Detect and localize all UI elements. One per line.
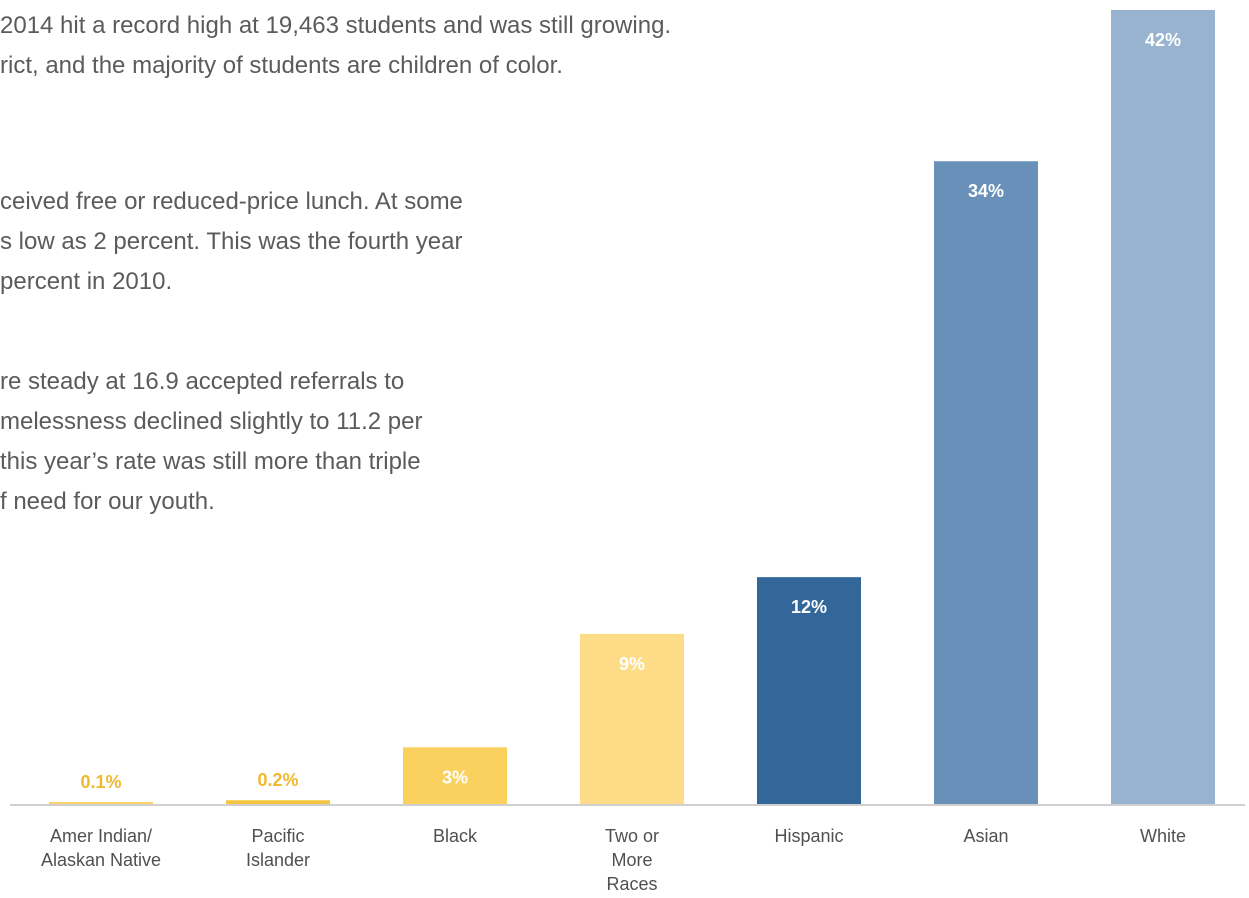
category-label: Hispanic: [774, 826, 843, 846]
bar: [934, 161, 1038, 804]
bar-value-label: 0.2%: [257, 770, 298, 790]
bar-value-label: 0.1%: [80, 772, 121, 792]
paragraph-line: re steady at 16.9 accepted referrals to: [0, 368, 405, 395]
category-label: Black: [433, 826, 478, 846]
paragraph-line: f need for our youth.: [0, 488, 215, 515]
paragraph-lunch: ceived free or reduced-price lunch. At s…: [0, 182, 463, 302]
bar: [580, 633, 684, 804]
bar-value-label: 34%: [968, 181, 1004, 201]
bar-value-label: 12%: [791, 597, 827, 617]
bar: [226, 800, 330, 804]
bar: [49, 802, 153, 804]
bar: [1111, 10, 1215, 804]
category-label: White: [1140, 826, 1186, 846]
paragraph-homelessness: re steady at 16.9 accepted referrals to …: [0, 362, 422, 522]
paragraph-line: 2014 hit a record high at 19,463 student…: [0, 12, 672, 39]
category-label: Asian: [963, 826, 1008, 846]
paragraph-enrollment: 2014 hit a record high at 19,463 student…: [0, 6, 671, 86]
category-label: Two or More Races: [605, 826, 659, 894]
paragraph-line: this year’s rate was still more than tri…: [0, 448, 421, 475]
bar-value-label: 3%: [442, 767, 468, 787]
paragraph-line: s low as 2 percent. This was the fourth …: [0, 228, 463, 255]
category-label: Amer Indian/Alaskan Native: [41, 826, 161, 870]
paragraph-line: percent in 2010.: [0, 268, 173, 295]
category-label: Pacific Islander: [246, 826, 310, 870]
bar: [403, 747, 507, 804]
paragraph-line: rict, and the majority of students are c…: [0, 52, 563, 79]
bar-value-label: 9%: [619, 654, 645, 674]
bar-value-label: 42%: [1145, 30, 1181, 50]
paragraph-line: ceived free or reduced-price lunch. At s…: [0, 188, 463, 215]
paragraph-line: melessness declined slightly to 11.2 per: [0, 408, 423, 435]
bar: [757, 577, 861, 804]
